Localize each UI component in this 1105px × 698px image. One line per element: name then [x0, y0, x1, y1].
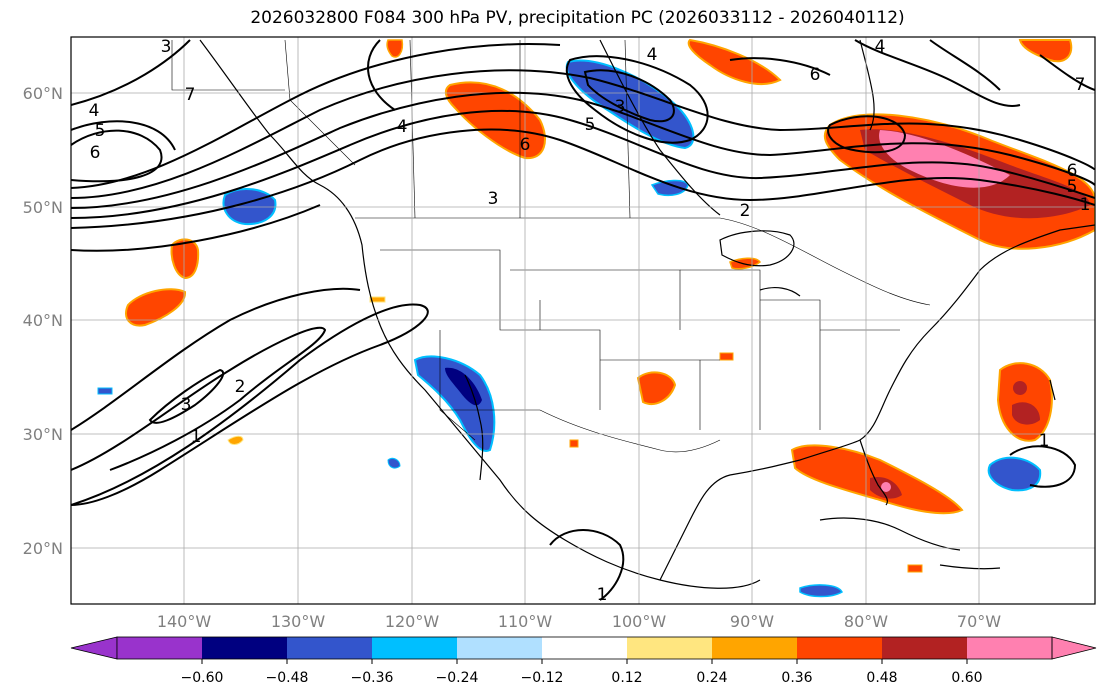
contour-label: 6 — [1067, 161, 1078, 181]
contour-label: 5 — [95, 121, 106, 141]
contour-label: 5 — [585, 115, 596, 135]
colorbar-ticks — [201, 659, 968, 664]
precip-positive-region — [125, 288, 187, 327]
colorbar-bin — [372, 637, 457, 659]
lon-label-120w: 120°W — [385, 612, 440, 631]
precip-positive-region — [170, 238, 200, 280]
contour-label: 6 — [90, 143, 101, 163]
contour-label: 4 — [397, 117, 408, 137]
contour-label: 2 — [235, 377, 246, 397]
precip-max-region — [881, 482, 891, 492]
colorbar-tick-label: 0.48 — [866, 670, 897, 686]
colorbar-bin — [117, 637, 202, 659]
colorbar-bin — [882, 637, 967, 659]
lat-label-30n: 30°N — [23, 425, 63, 444]
precip-negative-region — [650, 179, 689, 197]
contour-label: 1 — [1080, 195, 1091, 215]
precip-negative-region — [97, 387, 113, 395]
pv-contour-labels: 3 4 5 6 7 6 4 3 4 5 6 7 3 2 6 5 4 3 2 1 … — [89, 37, 1091, 605]
political-borders — [171, 39, 931, 453]
precip-strong-negative-region — [445, 367, 482, 406]
contour-label: 4 — [89, 101, 100, 121]
lon-label-70w: 70°W — [957, 612, 1001, 631]
precip-negative-region — [387, 457, 401, 469]
precip-strong-region — [1013, 381, 1027, 395]
pv-contours — [71, 39, 1095, 601]
longitude-labels: 140°W 130°W 120°W 110°W 100°W 90°W 80°W … — [157, 612, 1001, 631]
lon-label-80w: 80°W — [844, 612, 888, 631]
contour-label: 3 — [181, 395, 192, 415]
precip-positive-region — [1018, 39, 1073, 63]
colorbar-frame — [116, 636, 1053, 660]
contour-label: 6 — [520, 135, 531, 155]
colorbar-bin — [287, 637, 372, 659]
colorbar-bin — [542, 637, 627, 659]
precip-positive-region — [687, 38, 782, 85]
colorbar-tick-label: 0.24 — [696, 670, 727, 686]
contour-label: 3 — [161, 37, 172, 57]
colorbar-tick-label: 0.36 — [781, 670, 812, 686]
contour-label: 2 — [740, 201, 751, 221]
colorbar-extend-low — [70, 636, 118, 660]
colorbar-tick-label: −0.24 — [436, 670, 479, 686]
lat-label-40n: 40°N — [23, 311, 63, 330]
map-gridlines — [71, 37, 1095, 604]
contour-label: 1 — [191, 427, 202, 447]
contour-label: 6 — [810, 65, 821, 85]
colorbar-tick-label: −0.48 — [266, 670, 309, 686]
precip-max-region — [879, 130, 1010, 188]
colorbar-tick-label: 0.12 — [611, 670, 642, 686]
contour-label: 3 — [488, 189, 499, 209]
map-frame — [70, 36, 1096, 605]
precip-positive-region — [719, 352, 734, 361]
colorbar: −0.60 −0.48 −0.36 −0.24 −0.12 0.12 0.24 … — [70, 636, 1097, 686]
precip-positive-region — [386, 39, 404, 58]
contour-label: 4 — [647, 45, 658, 65]
precip-positive-region — [369, 296, 386, 303]
contour-label: 7 — [185, 85, 196, 105]
lon-label-130w: 130°W — [271, 612, 326, 631]
contour-label: 3 — [615, 97, 626, 117]
figure-title: 2026032800 F084 300 hPa PV, precipitatio… — [250, 8, 905, 28]
precip-negative-region — [565, 59, 695, 150]
precip-negative-region — [413, 355, 496, 452]
lon-label-90w: 90°W — [730, 612, 774, 631]
colorbar-tick-label: −0.12 — [521, 670, 564, 686]
precip-positive-region — [996, 362, 1053, 442]
colorbar-bin — [457, 637, 542, 659]
map-area — [71, 37, 1095, 604]
coastlines — [199, 39, 1095, 589]
precip-strong-region — [1012, 402, 1040, 425]
precip-positive-region — [907, 564, 923, 573]
colorbar-tick-label: −0.36 — [351, 670, 394, 686]
lon-label-110w: 110°W — [498, 612, 553, 631]
colorbar-tick-label: 0.60 — [951, 670, 982, 686]
precip-negative-region — [799, 584, 843, 598]
precip-positive-region — [636, 371, 677, 405]
colorbar-bin — [967, 637, 1052, 659]
colorbar-extend-high — [1051, 636, 1097, 660]
precip-positive-region — [569, 439, 579, 448]
colorbar-tick-label: −0.60 — [181, 670, 224, 686]
colorbar-bin — [712, 637, 797, 659]
colorbar-bin — [627, 637, 712, 659]
colorbar-bin — [202, 637, 287, 659]
contour-label: 1 — [597, 585, 608, 605]
lon-label-140w: 140°W — [157, 612, 212, 631]
lat-label-50n: 50°N — [23, 198, 63, 217]
contour-label: 4 — [875, 37, 886, 57]
precip-positive-region — [227, 435, 244, 445]
colorbar-bin — [797, 637, 882, 659]
lat-label-20n: 20°N — [23, 539, 63, 558]
latitude-labels: 60°N 50°N 40°N 30°N 20°N — [23, 84, 63, 558]
contour-label: 7 — [1075, 75, 1086, 95]
lat-label-60n: 60°N — [23, 84, 63, 103]
precip-positive-region — [729, 257, 762, 270]
contour-label: 5 — [1067, 177, 1078, 197]
contour-label: 1 — [1039, 431, 1050, 451]
lon-label-100w: 100°W — [612, 612, 667, 631]
